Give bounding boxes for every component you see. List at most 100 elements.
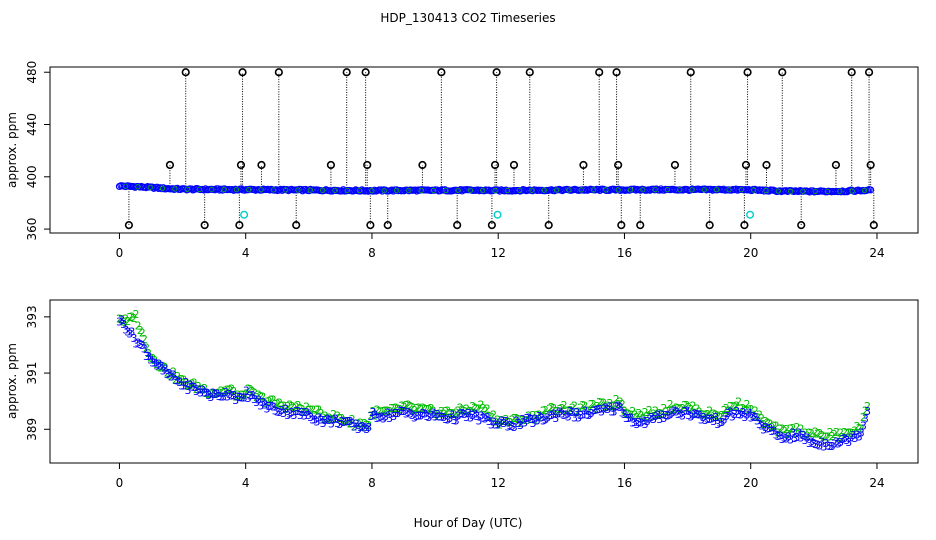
series-2-point: 2: [565, 405, 572, 418]
series-3-point: 3: [461, 408, 468, 421]
series-2-point: 2: [411, 404, 418, 417]
series-2-point: 2: [604, 400, 611, 413]
baseline-secondary-point: [652, 187, 658, 193]
series-3-point: 3: [220, 390, 227, 403]
series-2-point: 2: [843, 427, 850, 440]
series-2-point: 2: [236, 390, 243, 403]
series-2-point: 2: [810, 430, 817, 443]
series-3-point: 3: [176, 376, 183, 389]
series-2-point: 2: [791, 427, 798, 440]
series-2-point: 2: [428, 402, 435, 415]
series-3-point: 3: [293, 405, 300, 418]
series-2-point: 2: [201, 382, 208, 395]
series-2-point: 2: [708, 410, 715, 423]
series-2-point: 2: [484, 402, 491, 415]
series-2-point: 2: [683, 399, 690, 412]
series-2-point: 2: [299, 403, 306, 416]
series-3-point: 3: [837, 436, 844, 449]
series-3-point: 3: [249, 389, 256, 402]
series-2-point: 2: [322, 409, 329, 422]
series-2-point: 2: [795, 426, 802, 439]
series-3-point: 3: [151, 357, 158, 370]
series-2-point: 2: [259, 391, 266, 404]
series-3-point: 3: [440, 411, 447, 424]
series-2-point: 2: [249, 385, 256, 398]
series-2-point: 2: [270, 394, 277, 407]
series-3-point: 3: [733, 405, 740, 418]
series-2-point: 2: [731, 401, 738, 414]
series-3-point: 3: [388, 408, 395, 421]
series-3-point: 3: [538, 412, 545, 425]
series-3-point: 3: [401, 405, 408, 418]
series-3-point: 3: [311, 413, 318, 426]
outlier-point: [595, 68, 604, 77]
series-3-point: 3: [251, 393, 258, 406]
series-3-point: 3: [502, 415, 509, 428]
series-3-point: 3: [122, 324, 129, 337]
series-3-point: 3: [434, 408, 441, 421]
series-3-point: 3: [694, 408, 701, 421]
series-2-point: 2: [417, 403, 424, 416]
series-2-point: 2: [305, 404, 312, 417]
series-3-point: 3: [328, 417, 335, 430]
series-3-point: 3: [284, 409, 291, 422]
series-3-point: 3: [773, 429, 780, 442]
series-3-point: 3: [305, 409, 312, 422]
series-2-point: 2: [712, 409, 719, 422]
series-3-point: 3: [677, 408, 684, 421]
series-3-point: 3: [860, 420, 867, 433]
series-2-point: 2: [191, 377, 198, 390]
series-2-point: 2: [617, 396, 624, 409]
series-2-point: 2: [577, 402, 584, 415]
series-2-point: 2: [494, 413, 501, 426]
series-2-point: 2: [392, 401, 399, 414]
series-2-point: 2: [357, 416, 364, 429]
bottom-panel-x-tick-label: 24: [869, 476, 884, 490]
series-3-point: 3: [735, 408, 742, 421]
series-2-point: 2: [336, 412, 343, 425]
series-2-point: 2: [469, 400, 476, 413]
series-2-point: 2: [847, 427, 854, 440]
series-2-point: 2: [648, 410, 655, 423]
series-2-point: 2: [170, 366, 177, 379]
series-3-point: 3: [646, 413, 653, 426]
series-3-point: 3: [536, 410, 543, 423]
series-3-point: 3: [563, 408, 570, 421]
series-2-point: 2: [301, 406, 308, 419]
series-2-point: 2: [854, 420, 861, 433]
series-3-point: 3: [519, 413, 526, 426]
series-3-point: 3: [511, 421, 518, 434]
series-3-point: 3: [816, 440, 823, 453]
series-2-point: 2: [536, 409, 543, 422]
baseline-secondary-point: [467, 187, 474, 193]
series-3-point: 3: [338, 415, 345, 428]
series-3-point: 3: [411, 412, 418, 425]
top-panel-frame: [49, 66, 919, 234]
outlier-point: [487, 221, 496, 230]
outlier-point: [453, 221, 462, 230]
series-2-point: 2: [714, 410, 721, 423]
series-3-point: 3: [777, 429, 784, 442]
baseline-secondary-point: [418, 187, 424, 193]
series-2-point: 2: [600, 396, 607, 409]
series-3-point: 3: [802, 434, 809, 447]
series-2-point: 2: [825, 431, 832, 444]
series-3-point: 3: [394, 407, 401, 420]
series-2-point: 2: [598, 396, 605, 409]
series-2-point: 2: [642, 406, 649, 419]
series-2-point: 2: [313, 403, 320, 416]
series-3-point: 3: [575, 411, 582, 424]
series-3-point: 3: [764, 422, 771, 435]
series-3-point: 3: [290, 409, 297, 422]
series-2-point: 2: [120, 315, 127, 328]
series-2-point: 2: [502, 413, 509, 426]
series-3-point: 3: [399, 405, 406, 418]
series-2-point: 2: [261, 397, 268, 410]
series-3-point: 3: [719, 416, 726, 429]
series-2-point: 2: [729, 400, 736, 413]
series-2-point: 2: [334, 410, 341, 423]
series-3-point: 3: [756, 418, 763, 431]
series-3-point: 3: [145, 350, 152, 363]
series-2-point: 2: [137, 324, 144, 337]
